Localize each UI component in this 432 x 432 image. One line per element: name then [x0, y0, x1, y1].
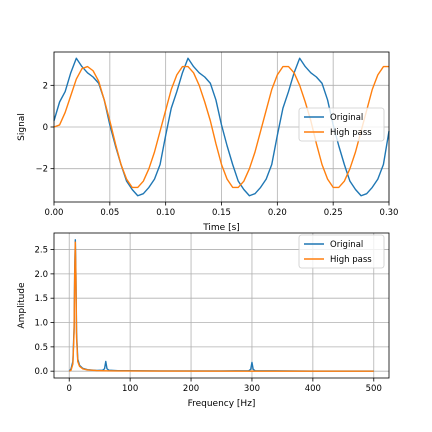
y-tick-label: 2	[43, 81, 48, 91]
y-tick-label: −2	[35, 165, 48, 175]
y-tick-label: 0.5	[34, 343, 48, 353]
x-tick-label: 0.25	[324, 208, 343, 218]
legend-label-original: Original	[330, 113, 363, 123]
legend-label-original: Original	[330, 240, 363, 250]
y-tick-label: 0.0	[34, 367, 48, 377]
legend: Original High pass	[298, 234, 385, 269]
x-tick-label: 0.15	[212, 208, 231, 218]
y-axis-label: Amplitude	[17, 282, 27, 329]
x-tick-label: 0.00	[45, 208, 64, 218]
x-tick-label: 300	[244, 384, 260, 394]
chart-2: 0 100 200 300 400 500 0.0 0.5 1.0 1.5 2.0 2.5 Freque…	[17, 232, 390, 409]
x-tick-label: 0.20	[268, 208, 287, 218]
y-tick-label: 1.5	[34, 294, 48, 304]
series-line-high-pass	[68, 241, 374, 372]
x-tick-label: 200	[183, 384, 199, 394]
legend-label-high-pass: High pass	[330, 255, 372, 265]
x-tick-label: 500	[366, 384, 382, 394]
y-axis-label: Signal	[17, 113, 27, 141]
x-tick-label: 0.10	[156, 208, 175, 218]
series-line-high-pass	[53, 65, 389, 189]
x-tick-label: 0	[67, 384, 72, 394]
legend-label-high-pass: High pass	[330, 128, 372, 138]
y-tick-label: 0	[43, 123, 48, 133]
chart-1: 0.00 0.05 0.10 0.15 0.20 0.25 0.30 −2 0 2 Time [s]…	[17, 51, 399, 233]
y-tick-label: 2.0	[34, 270, 48, 280]
x-tick-label: 100	[122, 384, 138, 394]
x-axis-label: Time [s]	[202, 223, 240, 233]
x-tick-label: 0.05	[100, 208, 119, 218]
y-tick-label: 1.0	[34, 319, 48, 329]
plot-frame	[53, 232, 390, 379]
x-tick-label: 400	[305, 384, 321, 394]
x-axis-label: Frequency [Hz]	[188, 399, 256, 409]
y-tick-label: 2.5	[34, 246, 48, 256]
legend: Original High pass	[298, 107, 385, 142]
x-tick-label: 0.30	[380, 208, 399, 218]
